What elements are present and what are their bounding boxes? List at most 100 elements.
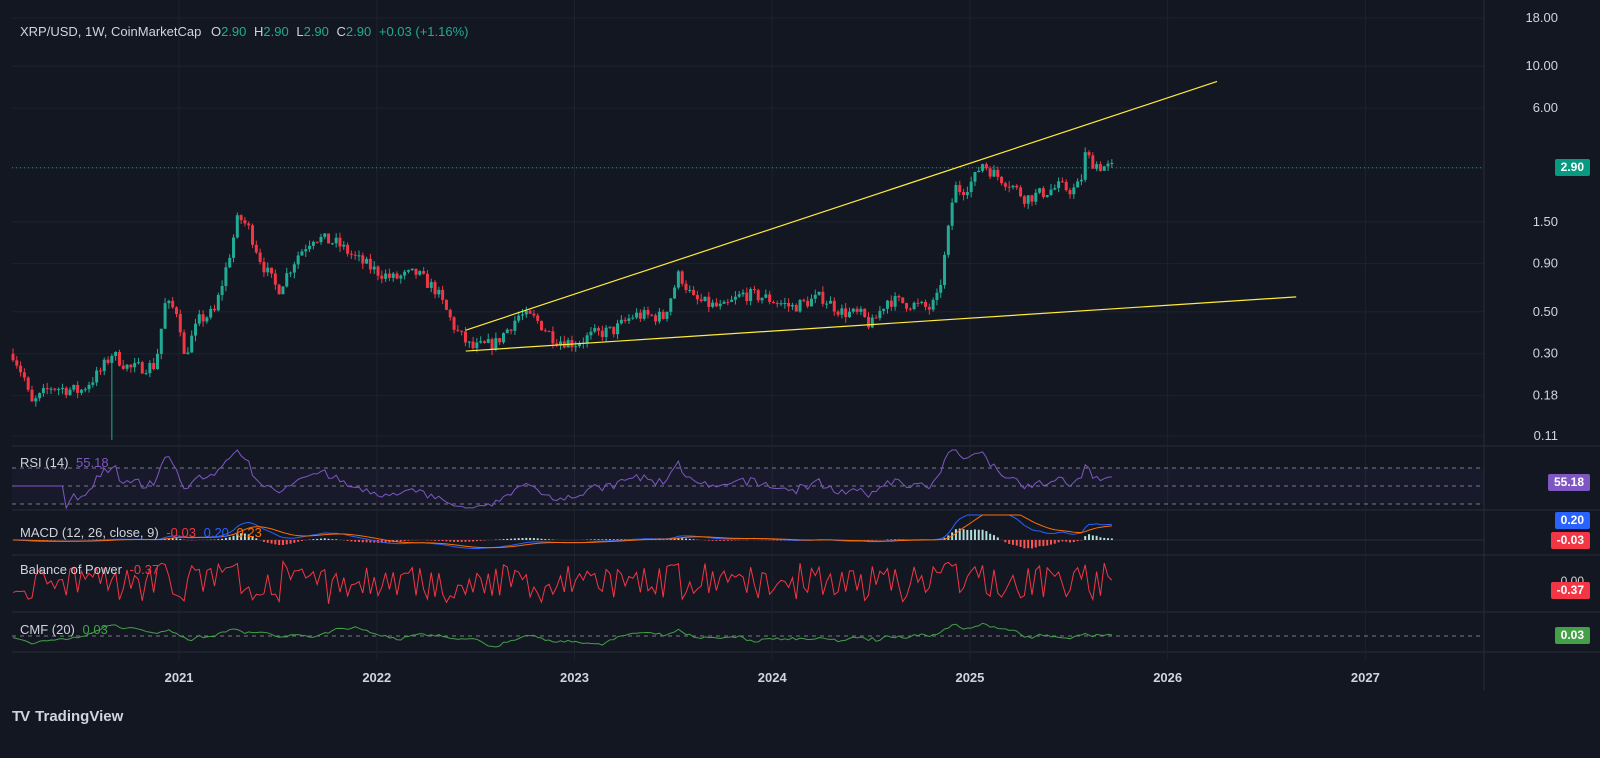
candle-down [448, 309, 452, 318]
candle-down [1030, 195, 1034, 202]
candle-up [608, 326, 612, 328]
candle-down [1064, 181, 1068, 191]
candle-down [117, 351, 121, 366]
time-axis-label: 2023 [560, 670, 589, 685]
time-axis-label: 2025 [955, 670, 984, 685]
symbol-title[interactable]: XRP/USD, 1W, CoinMarketCap [20, 24, 202, 39]
trendline-lower[interactable] [465, 296, 1297, 352]
candle-down [654, 315, 658, 322]
candle-down [315, 241, 319, 243]
candle-down [540, 320, 544, 331]
candle-down [1003, 183, 1007, 187]
candle-up [665, 311, 669, 319]
candle-up [673, 287, 677, 299]
candle-up [1102, 166, 1106, 171]
candle-up [973, 172, 977, 182]
bop-value: -0.37 [129, 562, 160, 577]
candle-down [441, 289, 445, 300]
candle-down [422, 271, 426, 274]
candle-down [53, 388, 57, 390]
candle-down [327, 233, 331, 244]
candle-down [1022, 196, 1026, 204]
candle-up [319, 236, 323, 243]
candle-down [745, 292, 749, 302]
candle-up [193, 323, 197, 336]
candle-down [726, 301, 730, 303]
candle-up [513, 320, 517, 331]
bop-label: Balance of Power [20, 562, 122, 577]
candle-down [15, 360, 19, 366]
candle-down [140, 362, 144, 374]
candle-up [505, 329, 509, 334]
candle-up [228, 257, 232, 268]
candle-up [289, 272, 293, 274]
candle-up [1110, 162, 1114, 164]
candle-down [368, 258, 372, 270]
tradingview-mark-icon: TV [12, 708, 30, 725]
candle-up [886, 300, 890, 309]
tradingview-logo[interactable]: TV TradingView [12, 708, 123, 725]
candle-up [437, 289, 441, 295]
candle-up [133, 363, 137, 368]
macd-legend[interactable]: MACD (12, 26, close, 9) -0.03 0.20 0.23 [20, 525, 262, 540]
candle-up [954, 185, 958, 203]
candle-down [380, 275, 384, 279]
macd-badge-red: -0.03 [1550, 532, 1590, 549]
candle-down [532, 313, 536, 316]
candle-up [68, 389, 72, 395]
candle-up [604, 327, 608, 338]
candle-up [574, 346, 578, 348]
candle-up [703, 296, 707, 302]
candle-up [859, 308, 863, 312]
cmf-value: 0.03 [82, 622, 108, 637]
candle-up [1076, 181, 1080, 188]
candle-up [410, 268, 414, 271]
time-axis-label: 2024 [758, 670, 788, 685]
time-axis-label: 2022 [362, 670, 391, 685]
candle-up [266, 267, 270, 273]
candle-up [657, 311, 661, 322]
rsi-line [12, 449, 1112, 510]
candle-up [593, 328, 597, 332]
candle-up [950, 202, 954, 226]
cmf-badge: 0.03 [1554, 627, 1590, 644]
candle-down [213, 308, 217, 311]
candle-up [798, 299, 802, 312]
candle-up [296, 255, 300, 265]
price-tick-label: 1.50 [1533, 214, 1558, 229]
candle-down [346, 244, 350, 254]
candle-up [722, 301, 726, 304]
bop-badge: -0.37 [1550, 582, 1590, 599]
bop-legend[interactable]: Balance of Power -0.37 [20, 562, 159, 577]
candle-down [498, 338, 502, 343]
candle-down [551, 331, 555, 344]
candle-up [114, 351, 118, 356]
price-tick-label: 10.00 [1525, 58, 1558, 73]
candle-up [357, 255, 361, 257]
candle-down [19, 365, 23, 373]
candle-down [201, 314, 205, 322]
rsi-legend[interactable]: RSI (14) 55.18 [20, 455, 109, 470]
candle-up [479, 341, 483, 343]
cmf-legend[interactable]: CMF (20) 0.03 [20, 622, 108, 637]
trendline-upper[interactable] [465, 80, 1218, 331]
candle-up [372, 266, 376, 270]
candle-down [832, 300, 836, 312]
candle-up [155, 353, 159, 370]
candle-up [342, 244, 346, 247]
candle-down [988, 168, 992, 177]
candle-down [509, 329, 513, 331]
candle-up [524, 310, 528, 315]
macd-label: MACD (12, 26, close, 9) [20, 525, 159, 540]
candle-up [197, 314, 201, 324]
candle-down [692, 289, 696, 295]
candle-down [444, 299, 448, 310]
candle-up [281, 286, 285, 295]
candle-down [916, 302, 920, 304]
candle-up [1079, 179, 1083, 182]
candle-down [1091, 155, 1095, 169]
candle-down [395, 273, 399, 279]
candle-up [585, 335, 589, 343]
candle-up [110, 355, 114, 363]
